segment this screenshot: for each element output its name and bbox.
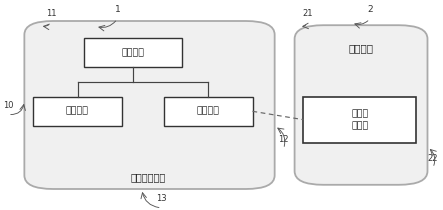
Text: 通信模块: 通信模块 xyxy=(197,107,220,116)
Text: 12: 12 xyxy=(278,135,289,144)
FancyBboxPatch shape xyxy=(303,97,416,143)
Text: 2: 2 xyxy=(367,5,373,14)
FancyBboxPatch shape xyxy=(84,38,182,67)
FancyBboxPatch shape xyxy=(164,97,253,126)
Text: 镜片保持装置: 镜片保持装置 xyxy=(131,172,166,182)
FancyBboxPatch shape xyxy=(24,21,275,189)
Text: 电子屏幕: 电子屏幕 xyxy=(349,43,373,53)
Text: 探测模块: 探测模块 xyxy=(66,107,89,116)
Text: 11: 11 xyxy=(46,9,56,18)
Text: 13: 13 xyxy=(156,194,167,203)
FancyBboxPatch shape xyxy=(295,25,427,185)
Text: 10: 10 xyxy=(3,101,13,109)
FancyBboxPatch shape xyxy=(33,97,122,126)
Text: 匹配通
信模块: 匹配通 信模块 xyxy=(351,109,369,130)
Text: 22: 22 xyxy=(427,154,438,163)
Text: 1: 1 xyxy=(115,5,120,14)
Text: 21: 21 xyxy=(303,9,313,18)
Text: 控制模块: 控制模块 xyxy=(121,48,144,57)
